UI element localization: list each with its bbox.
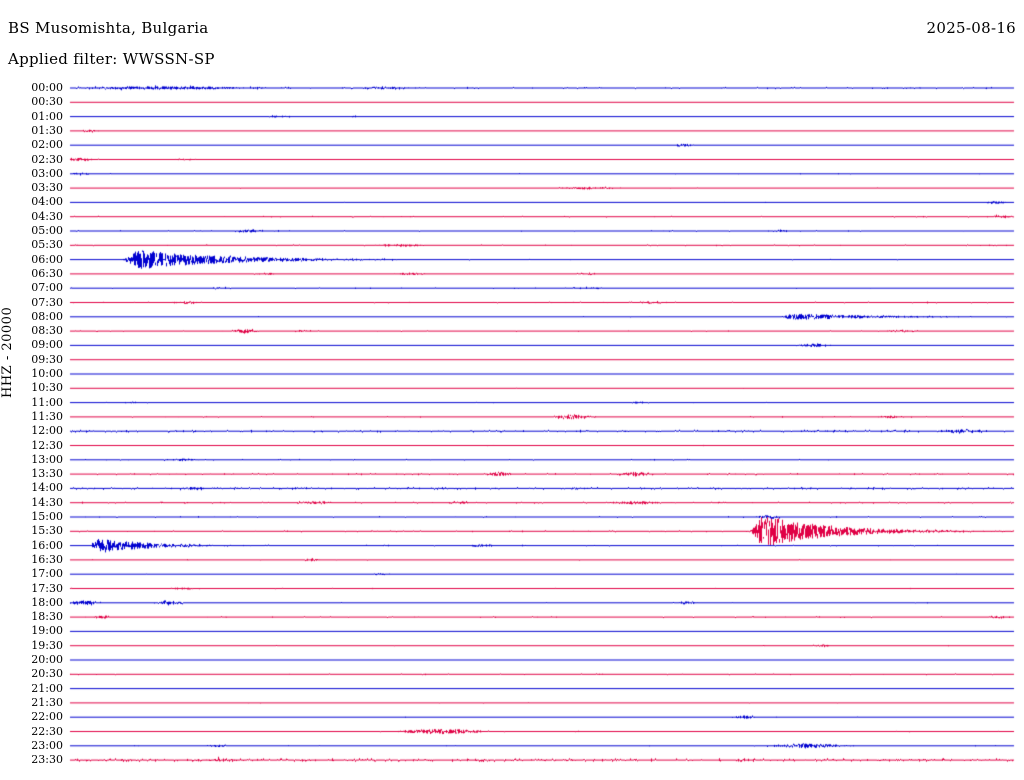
time-tick-label: 19:00	[31, 624, 63, 638]
time-tick-label: 01:30	[31, 123, 63, 137]
time-tick-label: 16:30	[31, 552, 63, 566]
time-tick-label: 10:30	[31, 381, 63, 395]
time-tick-label: 05:30	[31, 238, 63, 252]
time-tick-label: 03:30	[31, 181, 63, 195]
time-tick-label: 23:30	[31, 753, 63, 767]
time-tick-label: 03:00	[31, 166, 63, 180]
time-tick-label: 00:00	[31, 81, 63, 94]
time-tick-label: 20:00	[31, 653, 63, 666]
time-tick-label: 17:00	[31, 567, 63, 581]
time-tick-label: 19:30	[31, 638, 63, 652]
time-tick-label: 04:30	[31, 209, 63, 223]
time-tick-label: 09:00	[31, 338, 63, 352]
time-tick-label: 04:00	[31, 195, 63, 209]
time-tick-label: 15:30	[31, 524, 63, 538]
header: BS Musomishta, Bulgaria Applied filter: …	[0, 0, 1024, 80]
time-tick-label: 10:00	[31, 367, 63, 380]
time-tick-label: 06:00	[31, 252, 63, 266]
date-label: 2025-08-16	[926, 19, 1016, 37]
time-tick-label: 16:00	[31, 538, 63, 552]
time-tick-label: 13:00	[31, 452, 63, 466]
time-tick-label: 06:30	[31, 266, 63, 280]
time-tick-label: 21:00	[31, 681, 63, 695]
time-tick-label: 07:30	[31, 295, 63, 309]
time-tick-label: 00:30	[31, 95, 63, 109]
time-tick-label: 02:00	[31, 138, 63, 152]
time-tick-label: 23:00	[31, 738, 63, 752]
time-tick-label: 20:30	[31, 667, 63, 681]
time-tick-label: 01:00	[31, 109, 63, 123]
time-tick-label: 17:30	[31, 581, 63, 595]
time-tick-label: 12:00	[31, 424, 63, 438]
time-tick-label: 02:30	[31, 152, 63, 166]
time-axis-labels: 00:00 00:30 01:00 01:30 02:00 02:30 03:00 03:30…	[0, 80, 66, 780]
time-tick-label: 12:30	[31, 438, 63, 452]
time-tick-label: 11:00	[31, 395, 63, 409]
time-tick-label: 14:00	[31, 481, 63, 495]
seismogram-canvas	[0, 80, 1024, 780]
helicorder-plot: HHZ - 20000 00:0000:3001:0001:3002:0002:…	[0, 80, 1024, 780]
time-tick-label: 13:30	[31, 467, 63, 481]
time-tick-label: 05:00	[31, 224, 63, 237]
time-tick-label: 11:30	[31, 409, 63, 423]
time-tick-label: 21:30	[31, 695, 63, 709]
station-title: BS Musomishta, Bulgaria	[8, 19, 209, 37]
time-tick-label: 18:30	[31, 610, 63, 624]
time-tick-label: 09:30	[31, 352, 63, 366]
time-tick-label: 14:30	[31, 495, 63, 509]
time-tick-label: 08:00	[31, 309, 63, 323]
time-tick-label: 18:00	[31, 595, 63, 609]
time-tick-label: 15:00	[31, 510, 63, 523]
applied-filter-label: Applied filter: WWSSN-SP	[8, 50, 215, 68]
time-tick-label: 22:00	[31, 710, 63, 724]
time-tick-label: 22:30	[31, 724, 63, 738]
time-tick-label: 08:30	[31, 324, 63, 338]
time-tick-label: 07:00	[31, 281, 63, 295]
